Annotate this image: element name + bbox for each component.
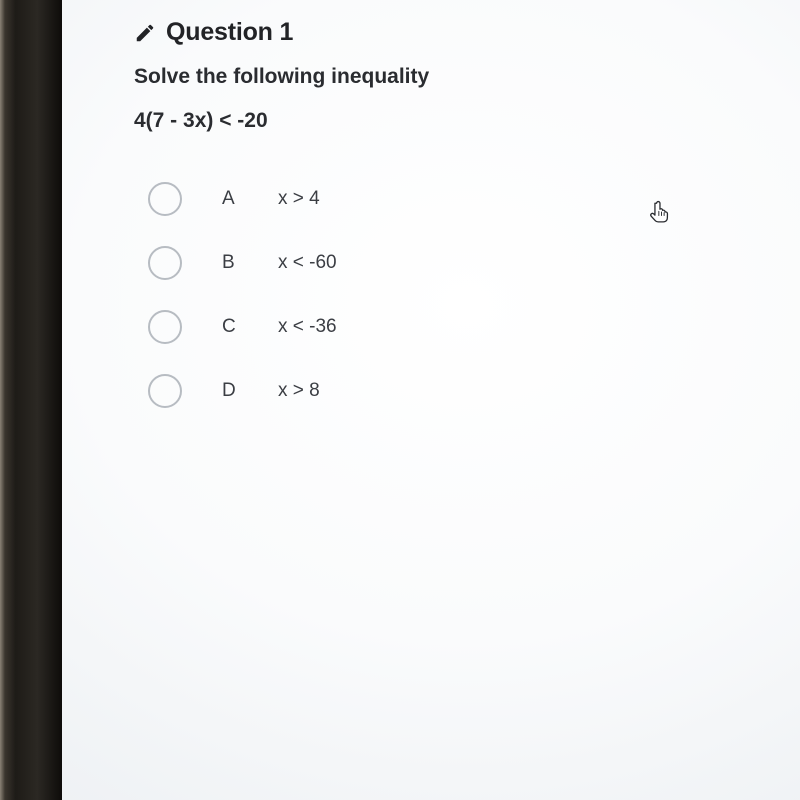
radio-c[interactable] — [148, 310, 182, 344]
question-number: Question 1 — [166, 18, 293, 47]
choice-c[interactable]: C x < -36 — [148, 295, 770, 359]
choice-text: x < -60 — [278, 252, 337, 274]
choice-text: x < -36 — [278, 316, 337, 338]
radio-d[interactable] — [148, 374, 182, 408]
choice-letter: B — [222, 252, 278, 274]
pencil-icon — [134, 22, 156, 44]
radio-a[interactable] — [148, 182, 182, 216]
choice-letter: C — [222, 316, 278, 338]
choice-b[interactable]: B x < -60 — [148, 231, 770, 295]
radio-b[interactable] — [148, 246, 182, 280]
choice-text: x > 8 — [278, 380, 320, 402]
choice-d[interactable]: D x > 8 — [148, 359, 770, 423]
choice-letter: A — [222, 188, 278, 210]
device-bezel — [0, 0, 62, 800]
question-prompt: Solve the following inequality — [134, 65, 770, 89]
question-panel: Question 1 Solve the following inequalit… — [62, 0, 800, 800]
choice-text: x > 4 — [278, 188, 320, 210]
choice-list: A x > 4 B x < -60 C x < -36 D x > 8 — [134, 167, 770, 423]
choice-a[interactable]: A x > 4 — [148, 167, 770, 231]
question-header: Question 1 — [134, 18, 770, 47]
choice-letter: D — [222, 380, 278, 402]
question-expression: 4(7 - 3x) < -20 — [134, 109, 770, 133]
